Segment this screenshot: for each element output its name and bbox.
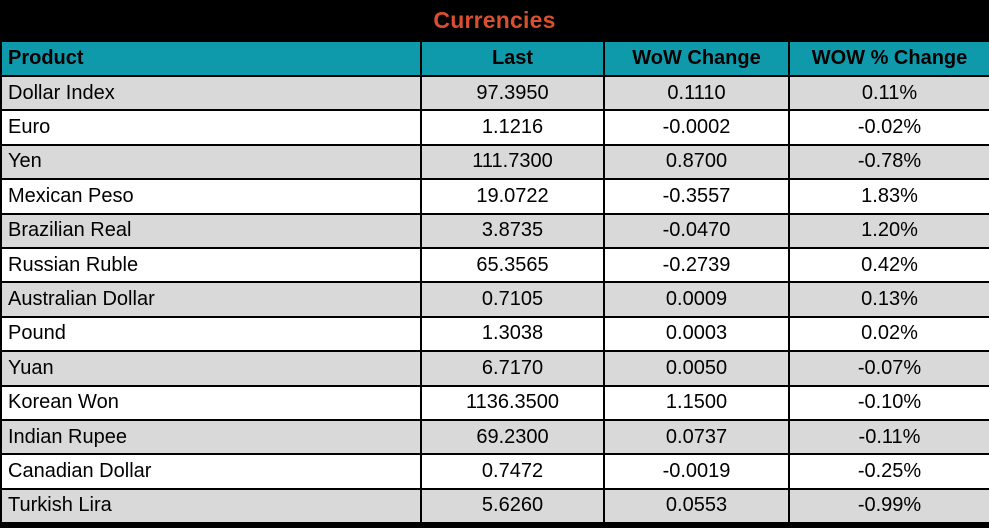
wow-change-cell: -0.2739 — [603, 246, 790, 284]
product-cell: Yen — [0, 143, 422, 181]
last-cell: 3.8735 — [420, 212, 605, 249]
last-cell: 6.7170 — [420, 350, 605, 387]
header-row: Product Last WoW Change WOW % Change — [0, 40, 989, 77]
wow-pct-change-cell: -0.99% — [788, 487, 989, 525]
col-header-product: Product — [0, 40, 422, 77]
last-cell: 0.7472 — [420, 453, 605, 490]
col-header-wow-change: WoW Change — [603, 40, 790, 77]
table-row: Yuan 6.7170 0.0050 -0.07% — [0, 350, 989, 387]
table-row: Euro 1.1216 -0.0002 -0.02% — [0, 109, 989, 146]
table-row: Russian Ruble 65.3565 -0.2739 0.42% — [0, 246, 989, 284]
wow-change-cell: -0.0470 — [603, 212, 790, 249]
table-row: Indian Rupee 69.2300 0.0737 -0.11% — [0, 418, 989, 456]
product-cell: Pound — [0, 315, 422, 353]
wow-pct-change-cell: 0.11% — [788, 74, 989, 112]
table-body: Dollar Index 97.3950 0.1110 0.11% Euro 1.1216… — [0, 74, 989, 525]
wow-change-cell: 0.0737 — [603, 418, 790, 456]
table-row: Mexican Peso 19.0722 -0.3557 1.83% — [0, 178, 989, 215]
product-cell: Canadian Dollar — [0, 453, 422, 490]
product-cell: Dollar Index — [0, 74, 422, 112]
last-cell: 65.3565 — [420, 246, 605, 284]
col-header-last: Last — [420, 40, 605, 77]
title-bar: Currencies — [0, 0, 989, 40]
product-cell: Mexican Peso — [0, 178, 422, 215]
table-row: Turkish Lira 5.6260 0.0553 -0.99% — [0, 487, 989, 525]
product-cell: Euro — [0, 109, 422, 146]
wow-pct-change-cell: 0.02% — [788, 315, 989, 353]
last-cell: 19.0722 — [420, 178, 605, 215]
wow-change-cell: 0.0003 — [603, 315, 790, 353]
col-header-wow-pct-change: WOW % Change — [788, 40, 989, 77]
table-row: Yen 111.7300 0.8700 -0.78% — [0, 143, 989, 181]
wow-change-cell: 0.8700 — [603, 143, 790, 181]
currencies-table: Product Last WoW Change WOW % Change Dol… — [0, 40, 989, 525]
table-row: Australian Dollar 0.7105 0.0009 0.13% — [0, 281, 989, 318]
last-cell: 1136.3500 — [420, 384, 605, 421]
product-cell: Korean Won — [0, 384, 422, 421]
wow-pct-change-cell: 0.13% — [788, 281, 989, 318]
wow-pct-change-cell: -0.11% — [788, 418, 989, 456]
product-cell: Indian Rupee — [0, 418, 422, 456]
product-cell: Australian Dollar — [0, 281, 422, 318]
wow-change-cell: 0.0050 — [603, 350, 790, 387]
wow-change-cell: -0.3557 — [603, 178, 790, 215]
table-row: Dollar Index 97.3950 0.1110 0.11% — [0, 74, 989, 112]
wow-change-cell: -0.0002 — [603, 109, 790, 146]
last-cell: 111.7300 — [420, 143, 605, 181]
table-row: Brazilian Real 3.8735 -0.0470 1.20% — [0, 212, 989, 249]
wow-pct-change-cell: -0.78% — [788, 143, 989, 181]
table-title: Currencies — [433, 6, 556, 33]
product-cell: Turkish Lira — [0, 487, 422, 525]
last-cell: 0.7105 — [420, 281, 605, 318]
table-row: Korean Won 1136.3500 1.1500 -0.10% — [0, 384, 989, 421]
wow-change-cell: -0.0019 — [603, 453, 790, 490]
wow-pct-change-cell: 1.20% — [788, 212, 989, 249]
product-cell: Russian Ruble — [0, 246, 422, 284]
last-cell: 1.1216 — [420, 109, 605, 146]
wow-pct-change-cell: -0.25% — [788, 453, 989, 490]
last-cell: 97.3950 — [420, 74, 605, 112]
wow-pct-change-cell: -0.07% — [788, 350, 989, 387]
last-cell: 1.3038 — [420, 315, 605, 353]
table-row: Pound 1.3038 0.0003 0.02% — [0, 315, 989, 353]
last-cell: 69.2300 — [420, 418, 605, 456]
wow-change-cell: 0.0553 — [603, 487, 790, 525]
product-cell: Yuan — [0, 350, 422, 387]
wow-pct-change-cell: 0.42% — [788, 246, 989, 284]
wow-pct-change-cell: -0.10% — [788, 384, 989, 421]
wow-pct-change-cell: 1.83% — [788, 178, 989, 215]
product-cell: Brazilian Real — [0, 212, 422, 249]
last-cell: 5.6260 — [420, 487, 605, 525]
wow-change-cell: 0.1110 — [603, 74, 790, 112]
table-row: Canadian Dollar 0.7472 -0.0019 -0.25% — [0, 453, 989, 490]
wow-change-cell: 1.1500 — [603, 384, 790, 421]
wow-pct-change-cell: -0.02% — [788, 109, 989, 146]
wow-change-cell: 0.0009 — [603, 281, 790, 318]
